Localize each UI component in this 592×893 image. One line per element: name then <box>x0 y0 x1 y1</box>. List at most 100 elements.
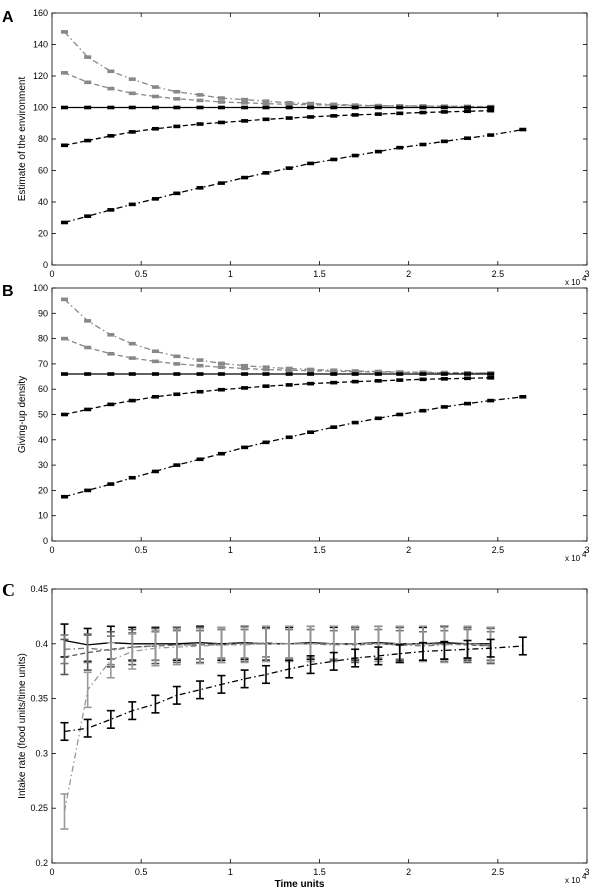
data-point <box>464 109 472 114</box>
data-point <box>241 366 249 371</box>
data-point <box>285 105 293 110</box>
data-point <box>84 488 92 493</box>
data-point <box>241 97 249 102</box>
series-line-4 <box>64 396 523 498</box>
y-tick-label: 0.25 <box>30 803 48 813</box>
data-point <box>440 377 448 381</box>
x-tick-label: 2.5 <box>492 867 505 877</box>
data-point <box>196 457 204 462</box>
data-point <box>173 124 181 129</box>
data-point <box>151 85 159 89</box>
y-tick-label: 80 <box>38 134 48 144</box>
x-tick-label: 2 <box>406 545 411 555</box>
panel-a: A 0 0.5 1 1.5 2 2.5 3 0 20 40 60 80 100 120 140 160 x 10… <box>2 8 590 287</box>
data-point <box>440 405 448 409</box>
data-point <box>196 389 204 394</box>
data-point <box>419 110 427 115</box>
data-point <box>285 368 293 373</box>
data-point <box>173 392 181 397</box>
panel-letter-b: B <box>2 283 14 300</box>
data-point <box>128 130 136 134</box>
y-tick-label: 120 <box>33 71 48 81</box>
data-point <box>107 402 115 407</box>
x-scale-exponent: 4 <box>582 872 587 881</box>
data-point <box>374 372 382 376</box>
data-point <box>440 372 448 376</box>
data-point <box>60 297 68 302</box>
data-point <box>262 384 270 388</box>
data-point <box>241 445 249 450</box>
data-point <box>262 105 270 110</box>
data-point <box>262 365 270 369</box>
data-point <box>262 440 270 445</box>
y-tick-label: 0 <box>43 536 48 546</box>
data-point <box>84 214 92 218</box>
data-point <box>285 383 293 387</box>
x-tick-label: 1 <box>228 867 233 877</box>
data-point <box>241 363 249 368</box>
y-tick-label: 100 <box>33 283 48 293</box>
data-point <box>307 381 315 386</box>
data-point <box>241 372 249 376</box>
y-tick-label: 100 <box>33 103 48 113</box>
data-point <box>196 363 204 368</box>
data-point <box>196 372 204 376</box>
data-point <box>396 372 404 376</box>
y-tick-label: 0.2 <box>35 858 48 868</box>
data-point <box>151 94 159 99</box>
data-point <box>217 181 225 185</box>
data-point <box>374 379 382 383</box>
data-point <box>128 475 136 480</box>
data-point <box>440 139 448 144</box>
data-point <box>440 105 448 110</box>
x-tick-label: 3 <box>584 545 589 555</box>
data-point <box>84 55 92 59</box>
data-point <box>374 416 382 421</box>
data-point <box>285 372 293 376</box>
data-point <box>84 407 92 412</box>
x-tick-label: 2 <box>406 867 411 877</box>
x-scale-exponent: 4 <box>582 274 587 283</box>
data-point <box>330 380 338 385</box>
series-line-3 <box>64 377 491 416</box>
data-point <box>107 351 115 356</box>
y-tick-label: 0.4 <box>35 639 48 649</box>
data-point <box>351 113 359 117</box>
y-tick-label: 90 <box>38 308 48 318</box>
y-tick-label: 50 <box>38 410 48 420</box>
data-point <box>128 356 136 360</box>
data-point <box>262 117 270 122</box>
data-point <box>330 157 338 162</box>
data-point <box>84 138 92 143</box>
x-tick-label: 0.5 <box>135 269 148 279</box>
data-point <box>60 143 68 148</box>
plot-a: 0 0.5 1 1.5 2 2.5 3 0 20 40 60 80 100 120 140 160 x 10 4 E… <box>17 8 590 287</box>
data-point <box>107 86 115 91</box>
y-tick-label: 0.45 <box>30 584 48 594</box>
data-point <box>196 98 204 103</box>
y-tick-label: 30 <box>38 460 48 470</box>
y-tick-label: 60 <box>38 384 48 394</box>
data-point <box>374 149 382 154</box>
data-point <box>262 99 270 103</box>
data-point <box>330 114 338 118</box>
data-point <box>307 368 315 373</box>
panel-c: C 0 0.5 1 1.5 2 2.5 3 0.2 0.25 0.3 0.35 0.4 0.45 x 10… <box>2 580 590 890</box>
data-point <box>351 372 359 376</box>
data-point <box>330 369 338 374</box>
data-point <box>241 175 249 180</box>
data-point <box>60 372 68 376</box>
x-tick-label: 0 <box>49 545 54 555</box>
data-point <box>107 105 115 110</box>
data-point <box>151 359 159 364</box>
data-point <box>107 372 115 376</box>
data-point <box>128 91 136 96</box>
data-point <box>173 362 181 366</box>
data-point <box>173 372 181 376</box>
data-point <box>307 372 315 376</box>
y-axis-label: Giving-up density <box>17 376 28 453</box>
data-point <box>241 100 249 105</box>
data-point <box>307 102 315 107</box>
